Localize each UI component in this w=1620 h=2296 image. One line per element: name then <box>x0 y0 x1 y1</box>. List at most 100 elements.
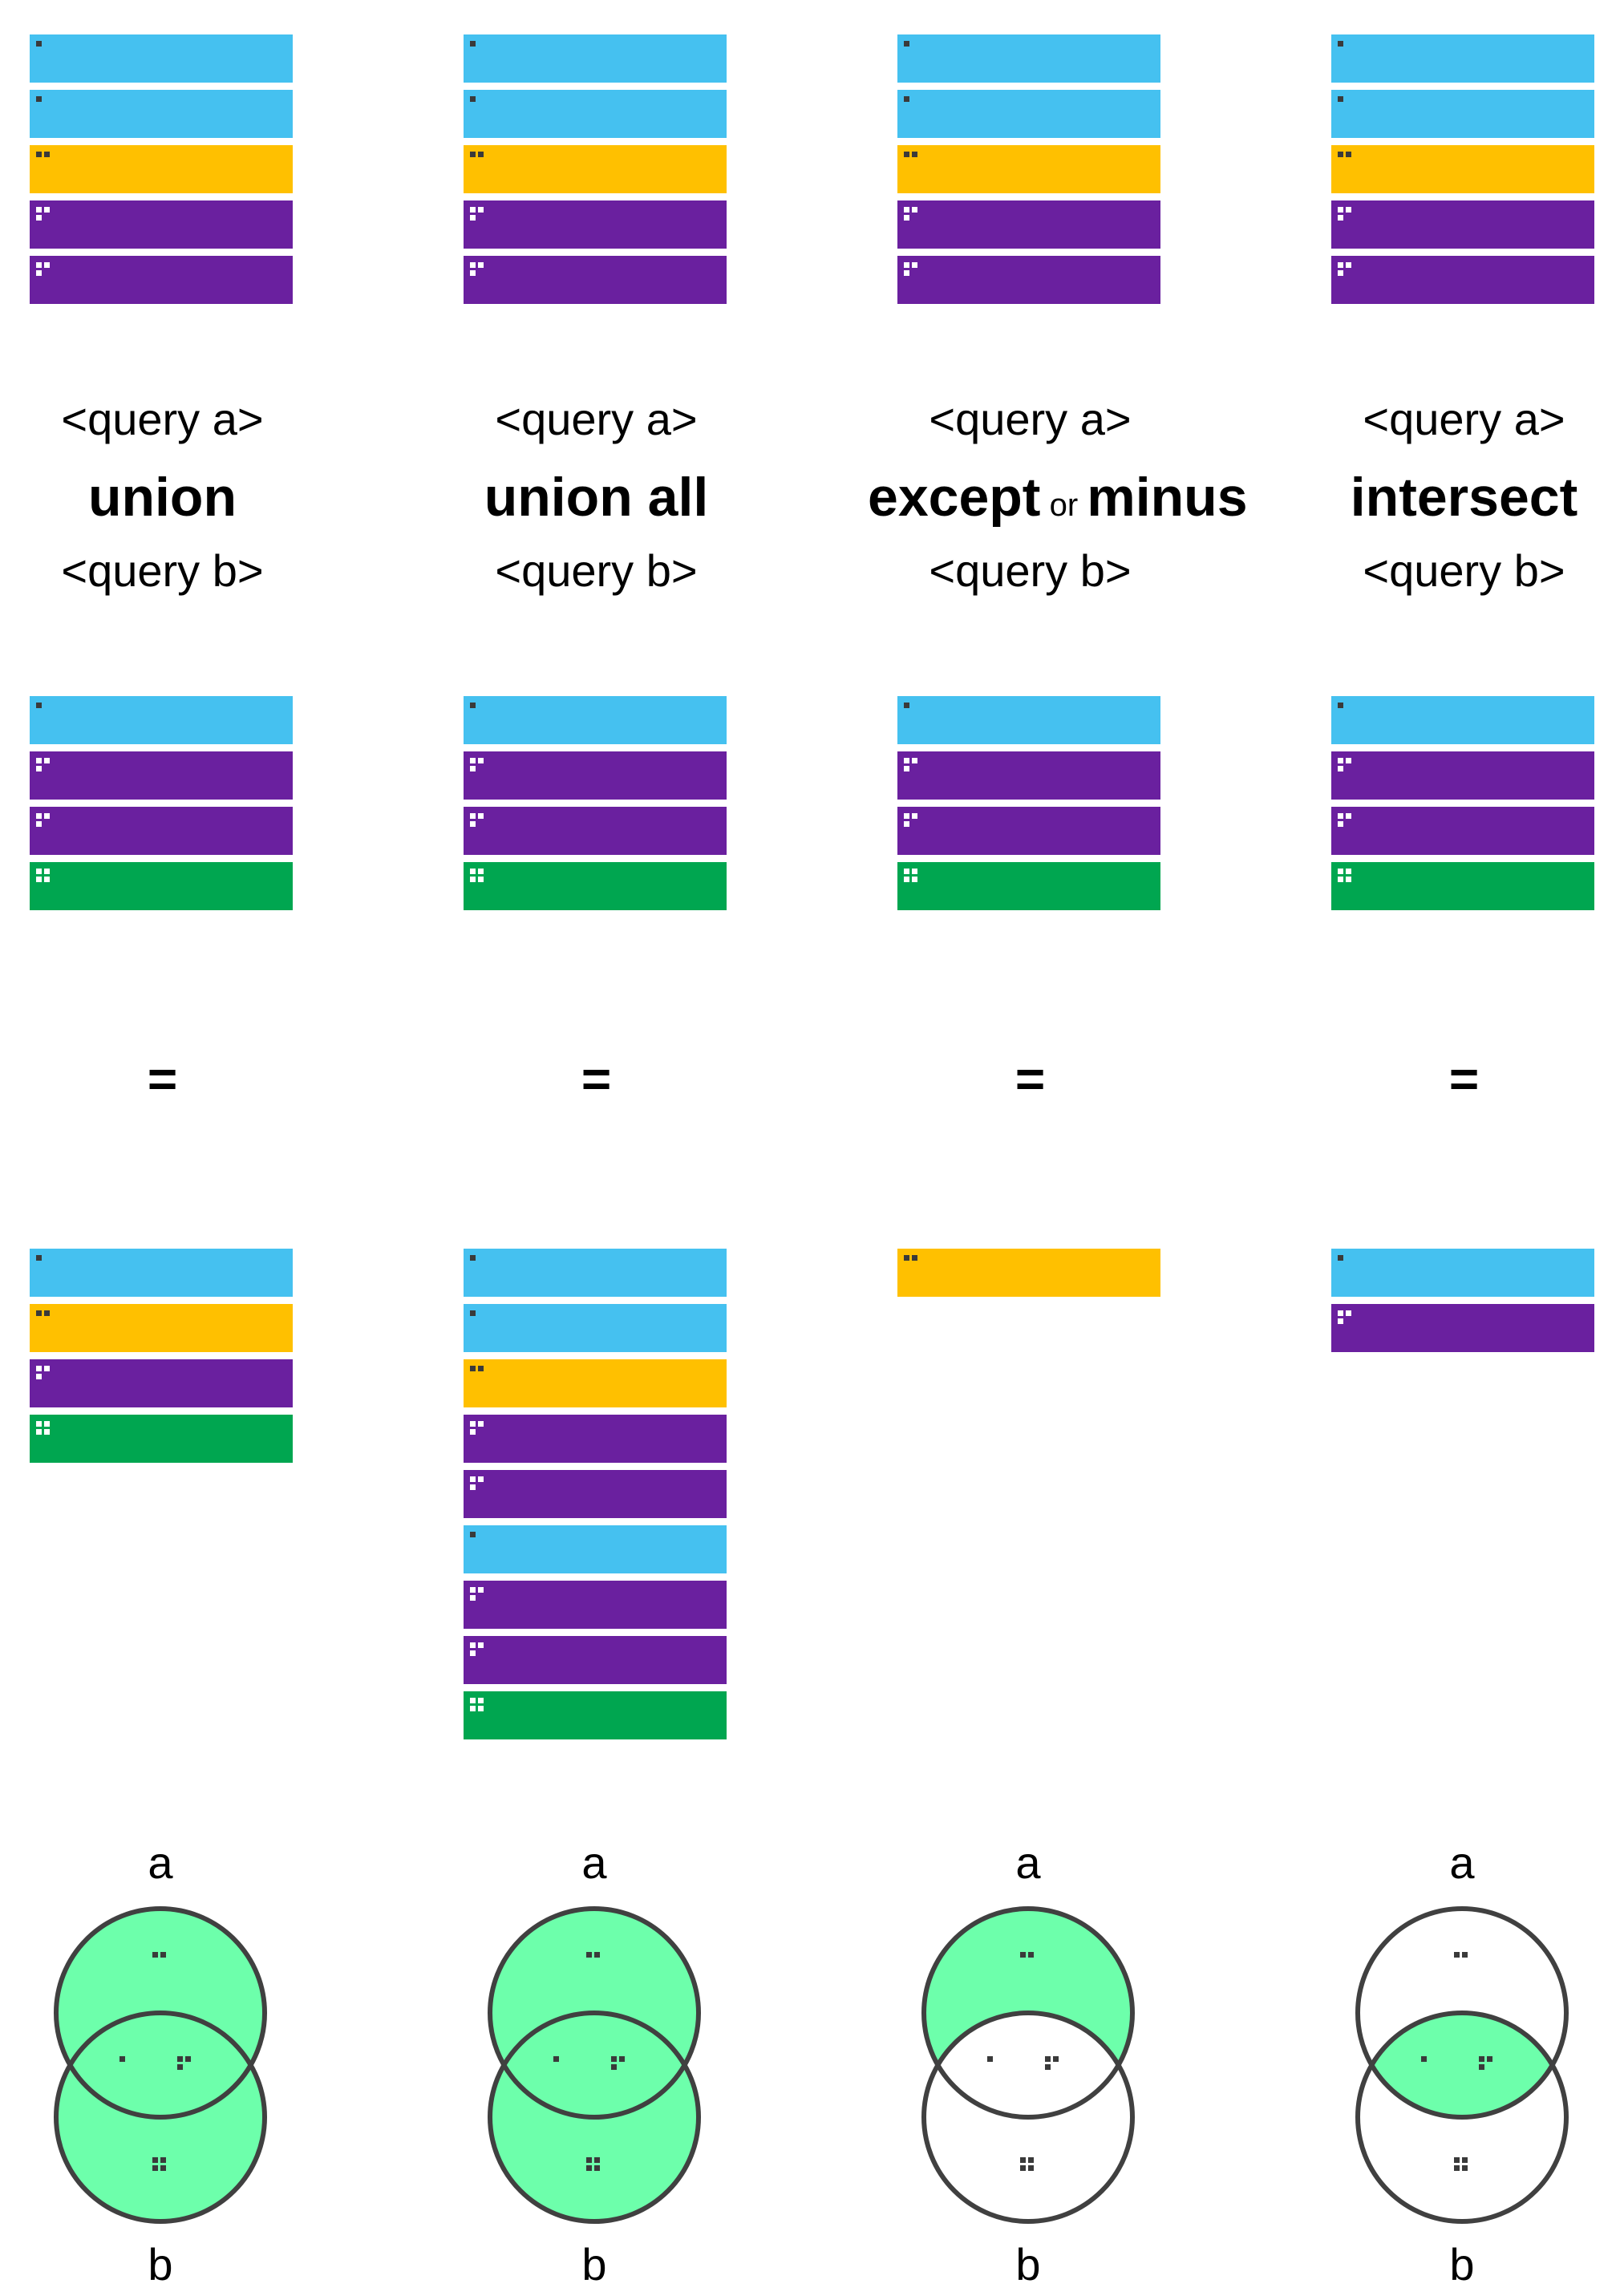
operator-label: except or minus <box>868 465 1248 537</box>
input-stack-b <box>464 696 727 917</box>
three-dot-icon <box>36 262 55 281</box>
venn-four-dot-icon <box>1454 2157 1468 2171</box>
column-except: <query a> except or minus <query b> = a b <box>868 0 1273 2292</box>
one-dot-icon <box>904 41 923 60</box>
three-dot-icon <box>1338 1310 1357 1330</box>
three-dot-icon <box>36 813 55 832</box>
operator-alt-keyword: minus <box>1087 467 1248 528</box>
result-stack <box>1331 1249 1594 1359</box>
three-dot-icon <box>36 1366 55 1385</box>
one-dot-icon <box>1338 703 1357 722</box>
one-dot-blue-row <box>1331 90 1594 138</box>
three-dot-icon <box>36 207 55 226</box>
two-dot-icon <box>904 152 923 171</box>
venn-two-dot-icon <box>1454 1952 1468 1958</box>
two-dot-yellow-row <box>30 145 293 193</box>
three-dot-icon <box>470 1421 489 1440</box>
two-dot-icon <box>904 1255 923 1274</box>
four-dot-green-row <box>30 862 293 910</box>
two-dot-yellow-row <box>464 145 727 193</box>
venn-one-dot-icon <box>553 2056 559 2062</box>
query-b-label: <query b> <box>61 545 264 596</box>
four-dot-icon <box>904 869 923 888</box>
three-dot-icon <box>1338 813 1357 832</box>
venn-label-a: a <box>1015 1837 1041 1888</box>
one-dot-icon <box>470 1310 489 1330</box>
one-dot-icon <box>470 96 489 115</box>
venn-label-b: b <box>148 2239 172 2290</box>
three-dot-icon <box>470 262 489 281</box>
one-dot-blue-row <box>897 90 1160 138</box>
two-dot-icon <box>1338 152 1357 171</box>
venn-three-dot-icon <box>1045 2056 1059 2070</box>
operator-label: intersect <box>1302 465 1620 529</box>
venn-two-dot-icon <box>152 1952 166 1958</box>
input-stack-a <box>464 34 727 311</box>
one-dot-blue-row <box>30 34 293 83</box>
three-dot-purple-row <box>30 1359 293 1407</box>
input-stack-a <box>1331 34 1594 311</box>
one-dot-blue-row <box>897 34 1160 83</box>
query-b-label: <query b> <box>1363 545 1565 596</box>
one-dot-icon <box>904 703 923 722</box>
venn-label-b: b <box>581 2239 606 2290</box>
one-dot-blue-row <box>1331 696 1594 744</box>
two-dot-yellow-row <box>30 1304 293 1352</box>
one-dot-icon <box>470 41 489 60</box>
three-dot-purple-row <box>1331 751 1594 800</box>
query-a-label: <query a> <box>1363 394 1565 444</box>
operator-keyword: except <box>868 467 1041 528</box>
venn-four-dot-icon <box>586 2157 600 2171</box>
one-dot-icon <box>470 1532 489 1551</box>
two-dot-icon <box>470 152 489 171</box>
operator-label: union all <box>434 465 759 529</box>
three-dot-icon <box>1338 207 1357 226</box>
venn-circle-a <box>54 1906 267 2120</box>
three-dot-purple-row <box>30 807 293 855</box>
two-dot-icon <box>470 1366 489 1385</box>
two-dot-yellow-row <box>897 1249 1160 1297</box>
venn-fill-intersection <box>1358 2013 1566 2117</box>
three-dot-purple-row <box>30 751 293 800</box>
four-dot-green-row <box>464 1691 727 1739</box>
venn-circle-b <box>488 2011 701 2224</box>
four-dot-green-row <box>30 1415 293 1463</box>
one-dot-blue-row <box>1331 34 1594 83</box>
one-dot-icon <box>36 41 55 60</box>
three-dot-purple-row <box>30 256 293 304</box>
one-dot-blue-row <box>30 696 293 744</box>
three-dot-icon <box>1338 758 1357 777</box>
three-dot-purple-row <box>464 1415 727 1463</box>
venn-circle-a <box>488 1906 701 2120</box>
one-dot-blue-row <box>1331 1249 1594 1297</box>
venn-four-dot-icon <box>1020 2157 1034 2171</box>
equals-sign: = <box>147 1050 178 1108</box>
operator-connector: or <box>1040 488 1087 523</box>
two-dot-yellow-row <box>897 145 1160 193</box>
one-dot-icon <box>1338 1255 1357 1274</box>
input-stack-b <box>1331 696 1594 917</box>
query-a-label: <query a> <box>495 394 698 444</box>
one-dot-blue-row <box>464 1304 727 1352</box>
equals-sign: = <box>1015 1050 1046 1108</box>
venn-label-a: a <box>1449 1837 1475 1888</box>
input-stack-a <box>897 34 1160 311</box>
venn-one-dot-icon <box>1421 2056 1427 2062</box>
one-dot-icon <box>904 96 923 115</box>
venn-label-a: a <box>148 1837 173 1888</box>
input-stack-a <box>30 34 293 311</box>
three-dot-icon <box>470 1587 489 1606</box>
four-dot-green-row <box>1331 862 1594 910</box>
venn-three-dot-icon <box>611 2056 625 2070</box>
one-dot-icon <box>470 1255 489 1274</box>
three-dot-purple-row <box>464 1470 727 1518</box>
venn-three-dot-icon <box>1479 2056 1492 2070</box>
three-dot-icon <box>904 813 923 832</box>
one-dot-blue-row <box>464 1249 727 1297</box>
venn-circle-a <box>1355 1906 1569 2120</box>
three-dot-purple-row <box>897 807 1160 855</box>
